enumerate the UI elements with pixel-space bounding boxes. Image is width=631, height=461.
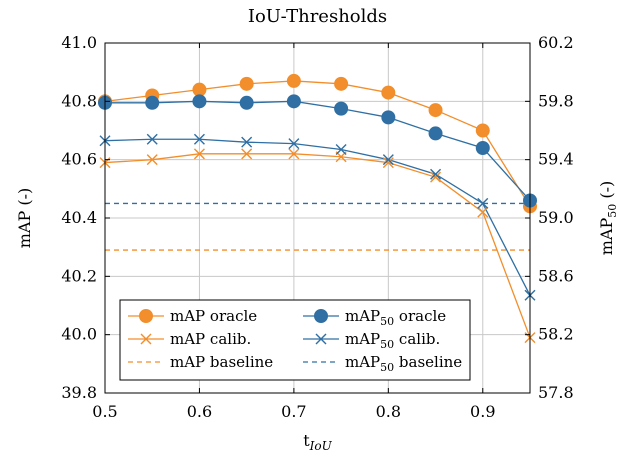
data-point-map-calib [288,148,300,160]
text-subscript: 50 [380,315,394,328]
data-point-map50-oracle [428,126,443,141]
legend-label: mAP50 oracle [345,307,446,328]
data-point-map50-oracle [381,110,396,125]
series-lines [104,80,531,338]
text-subscript: 50 [380,361,394,374]
legend-marker [314,309,328,323]
legend-item-map-baseline: mAP baseline [128,353,273,371]
x-tick-label: 0.6 [187,402,212,421]
legend-label: mAP baseline [170,353,273,371]
legend-label: mAP50 calib. [345,330,440,351]
legend-marker [139,309,153,323]
data-point-map-oracle [334,76,349,91]
x-axis-label: tIoU [303,431,332,453]
x-axis-label-main: t [303,431,310,450]
data-point-map50-oracle [145,95,160,110]
text-subscript: 50 [380,338,394,351]
left-y-tick-label: 40.0 [61,325,97,344]
data-point-map-calib [430,171,442,183]
left-y-tick-label: 39.8 [61,383,97,402]
legend-box [119,299,471,381]
legend-label: mAP calib. [170,330,251,348]
text-tail: calib. [394,330,440,348]
text-main: mAP [170,307,205,325]
legend-label: mAP50 baseline [345,353,462,374]
text-tail: calib. [205,330,251,348]
series-line-map-oracle [104,80,531,207]
right-y-axis-label-tail: (-) [597,181,616,204]
legend-item-map50-oracle: mAP50 oracle [303,307,446,328]
text-main: mAP [170,330,205,348]
data-point-map50-calib [430,168,442,180]
text-tail: oracle [394,307,446,325]
legend-item-map50-baseline: mAP50 baseline [303,353,462,374]
data-point-map-oracle [428,103,443,118]
legend-marker [315,333,327,345]
data-point-map-calib [146,154,158,166]
data-point-map-calib [193,148,205,160]
data-point-map-calib [241,148,253,160]
legend-item-map-oracle: mAP oracle [128,307,257,325]
x-tick-label: 0.9 [470,402,495,421]
right-y-tick-label: 57.8 [538,383,574,402]
data-point-map-oracle [381,85,396,100]
data-point-map-oracle [239,76,254,91]
x-axis-label-subscript: IoU [309,439,333,453]
left-y-tick-label: 40.4 [61,208,97,227]
right-y-tick-label: 59.4 [538,150,574,169]
x-tick-label: 0.8 [376,402,401,421]
text-tail: oracle [205,307,257,325]
right-y-tick-label: 60.2 [538,33,574,52]
right-y-tick-label: 59.0 [538,208,574,227]
x-tick-label: 0.7 [281,402,306,421]
chart-title: IoU-Thresholds [248,6,387,27]
data-point-map50-calib [335,143,347,155]
text-tail: baseline [205,353,273,371]
right-y-axis-label: mAP50 (-) [597,181,619,255]
data-point-map50-calib [241,136,253,148]
data-point-map50-calib [382,154,394,166]
data-point-map-oracle [286,73,301,88]
right-y-tick-label: 59.8 [538,91,574,110]
left-y-tick-label: 41.0 [61,33,97,52]
data-point-map-calib [477,206,489,218]
axis-ticks: 0.5 0.6 0.7 0.8 0.9 39.8 40.0 40.2 40.4 40.6 40.8 4… [61,33,573,421]
text-main: mAP [345,353,380,371]
baseline-lines [105,202,530,251]
text-tail: baseline [394,353,462,371]
right-y-axis-label-main: mAP [597,218,616,256]
data-point-map50-calib [146,133,158,145]
data-point-map-oracle [192,82,207,97]
left-y-tick-label: 40.2 [61,266,97,285]
text-main: mAP [345,307,380,325]
data-point-map50-oracle [334,101,349,116]
data-point-map50-oracle [286,94,301,109]
series-line-map-calib [104,153,531,338]
data-point-map50-calib [477,197,489,209]
text-main: mAP [345,330,380,348]
data-point-map-calib [382,157,394,169]
data-point-map50-oracle [239,95,254,110]
data-point-map50-oracle [475,141,490,155]
left-y-tick-label: 40.6 [61,150,97,169]
legend-label: mAP oracle [170,307,257,325]
data-point-map-oracle [475,123,490,138]
left-y-tick-label: 40.8 [61,91,97,110]
x-tick-label: 0.5 [92,402,117,421]
right-y-axis-label-subscript: 50 [606,204,619,218]
data-point-map50-calib [193,133,205,145]
right-y-tick-label: 58.6 [538,266,574,285]
series-line-map50-calib [104,138,531,296]
series-line-map50-oracle [105,100,531,201]
legend-marker [140,333,152,345]
legend-item-map50-calib: mAP50 calib. [303,330,440,351]
legend-item-map-calib: mAP calib. [128,330,251,348]
data-point-map50-calib [288,138,300,150]
text-main: mAP [170,353,205,371]
right-y-tick-label: 58.2 [538,325,574,344]
data-point-map50-oracle [192,94,207,109]
left-y-axis-label: mAP (-) [15,188,34,248]
